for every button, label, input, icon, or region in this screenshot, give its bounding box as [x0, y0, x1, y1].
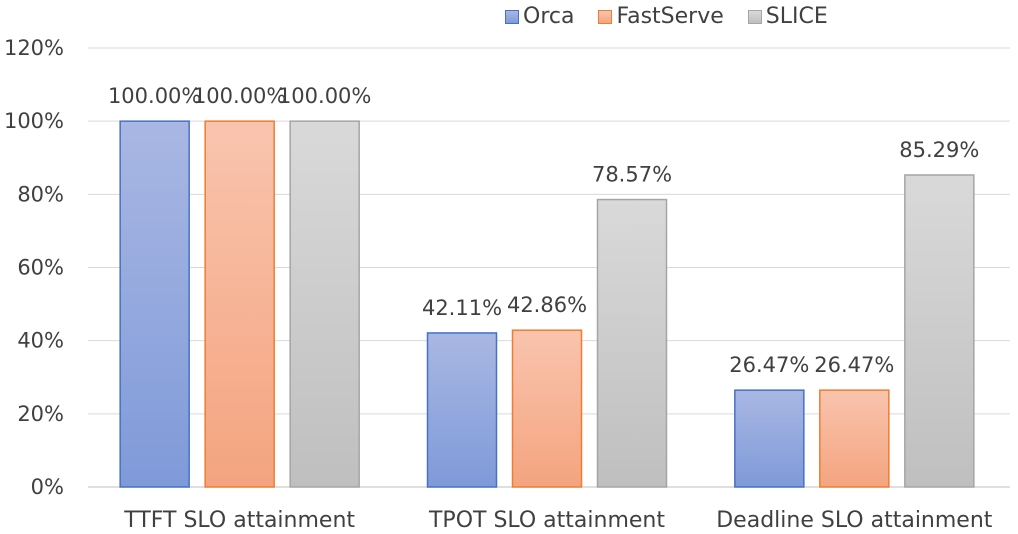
bar-orca-0[interactable] [119, 120, 190, 488]
data-label: 78.57% [592, 163, 672, 187]
y-tick-label: 40% [17, 329, 64, 353]
y-tick-label: 100% [4, 109, 64, 133]
x-category-label: Deadline SLO attainment [716, 508, 993, 533]
bar-fastserve-1[interactable] [511, 329, 583, 488]
data-label: 100.00% [278, 84, 371, 108]
data-label: 100.00% [193, 84, 286, 108]
y-tick-label: 60% [17, 256, 64, 280]
legend-swatch-orca [505, 9, 519, 24]
y-tick-label: 20% [17, 402, 64, 426]
data-label: 26.47% [814, 353, 894, 377]
bars [119, 120, 975, 488]
legend-item-slice[interactable]: SLICE [747, 4, 828, 29]
legend-label-fastserve: FastServe [616, 4, 724, 29]
x-axis: TTFT SLO attainment TPOT SLO attainment De… [123, 508, 993, 533]
data-label: 42.86% [507, 293, 587, 317]
bar-fastserve-0[interactable] [204, 120, 275, 488]
bar-orca-1[interactable] [426, 332, 498, 488]
bar-slice-1[interactable] [596, 198, 668, 488]
bar-slice-0[interactable] [289, 120, 360, 488]
x-category-label: TPOT SLO attainment [428, 508, 665, 533]
y-tick-label: 0% [31, 475, 64, 499]
bar-fastserve-2[interactable] [819, 389, 890, 488]
legend-item-fastserve[interactable]: FastServe [598, 4, 724, 29]
legend-item-orca[interactable]: Orca [505, 4, 574, 29]
y-axis: 0% 20% 40% 60% 80% 100% 120% [4, 36, 64, 499]
x-category-label: TTFT SLO attainment [123, 508, 355, 533]
data-label: 85.29% [899, 138, 979, 162]
legend-label-orca: Orca [523, 4, 575, 29]
legend-swatch-fastserve [598, 9, 613, 24]
legend: Orca FastServe SLICE [505, 4, 828, 29]
y-tick-label: 120% [4, 36, 64, 60]
bar-slice-2[interactable] [904, 174, 975, 488]
data-label: 100.00% [108, 84, 201, 108]
bar-orca-2[interactable] [734, 389, 805, 488]
data-labels: 100.00%100.00%100.00%42.11% 42.86%78.57%2… [108, 84, 979, 377]
legend-label-slice: SLICE [765, 4, 828, 29]
data-label: 26.47% [729, 353, 809, 377]
data-label: 42.11% [422, 296, 502, 320]
y-tick-label: 80% [17, 182, 64, 206]
legend-swatch-slice [747, 9, 762, 24]
